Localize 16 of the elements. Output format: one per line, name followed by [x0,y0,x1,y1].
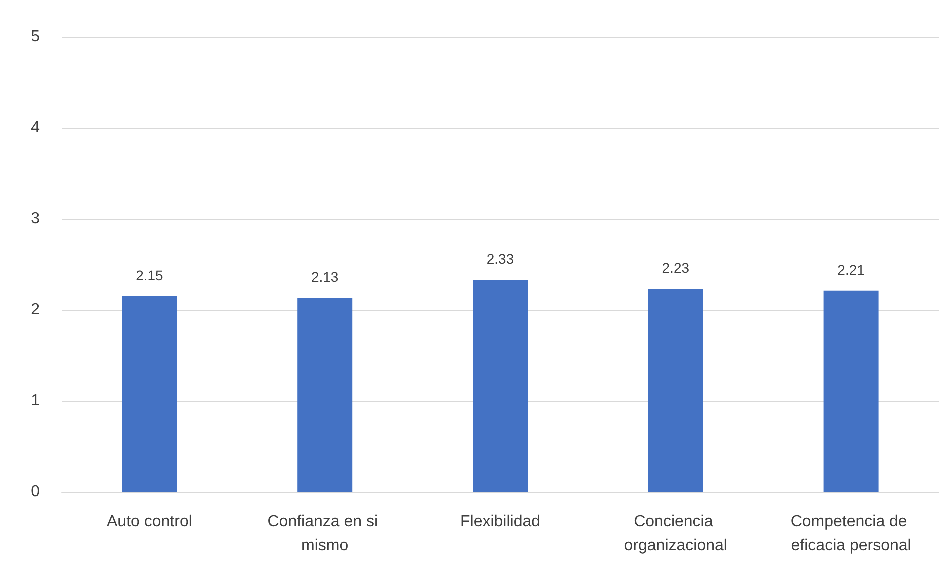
data-label: 2.21 [838,262,866,278]
x-tick-label: Confianza en si mismo [268,514,382,554]
y-tick-label: 5 [31,28,40,46]
y-tick-label: 3 [31,210,40,228]
data-label: 2.33 [486,250,514,267]
x-tick-label: Flexibilidad [460,514,541,530]
data-label: 2.15 [136,267,164,284]
y-tick-label: 4 [31,120,40,136]
data-label: 2.13 [311,269,339,286]
y-tick-label: 2 [31,302,40,318]
x-tick-label: Auto control [107,514,192,530]
y-tick-label: 0 [31,484,40,500]
x-tick-label: Competencia de eficacia personal [790,514,912,554]
data-label: 2.23 [662,260,690,276]
x-tick-label: Conciencia organizacional [624,514,728,554]
y-tick-label: 1 [31,392,40,410]
